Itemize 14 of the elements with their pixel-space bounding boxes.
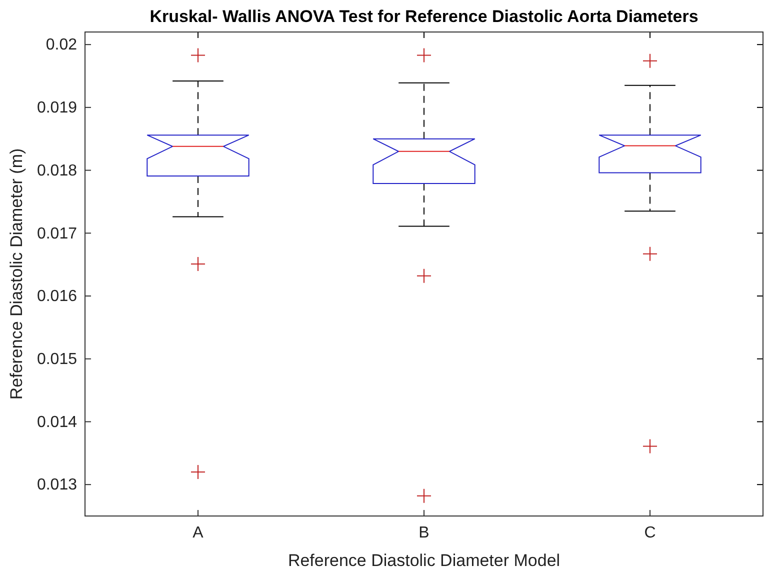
chart-title: Kruskal- Wallis ANOVA Test for Reference Diastolic Aorta Diameters xyxy=(150,7,698,26)
y-axis-title: Reference Diastolic Diameter (m) xyxy=(7,148,26,400)
x-axis-title: Reference Diastolic Diameter Model xyxy=(288,551,560,570)
y-tick-label: 0.014 xyxy=(36,414,78,431)
y-tick-label: 0.017 xyxy=(36,225,78,242)
y-tick-label: 0.016 xyxy=(36,288,78,306)
x-tick-label: C xyxy=(644,524,656,542)
y-tick-label: 0.019 xyxy=(36,100,78,117)
x-tick-label: B xyxy=(418,524,430,542)
y-tick-label: 0.013 xyxy=(36,476,78,494)
x-tick-label: A xyxy=(192,524,204,542)
y-tick-label: 0.02 xyxy=(46,36,78,54)
y-tick-label: 0.015 xyxy=(36,350,78,368)
y-tick-label: 0.018 xyxy=(36,162,78,180)
